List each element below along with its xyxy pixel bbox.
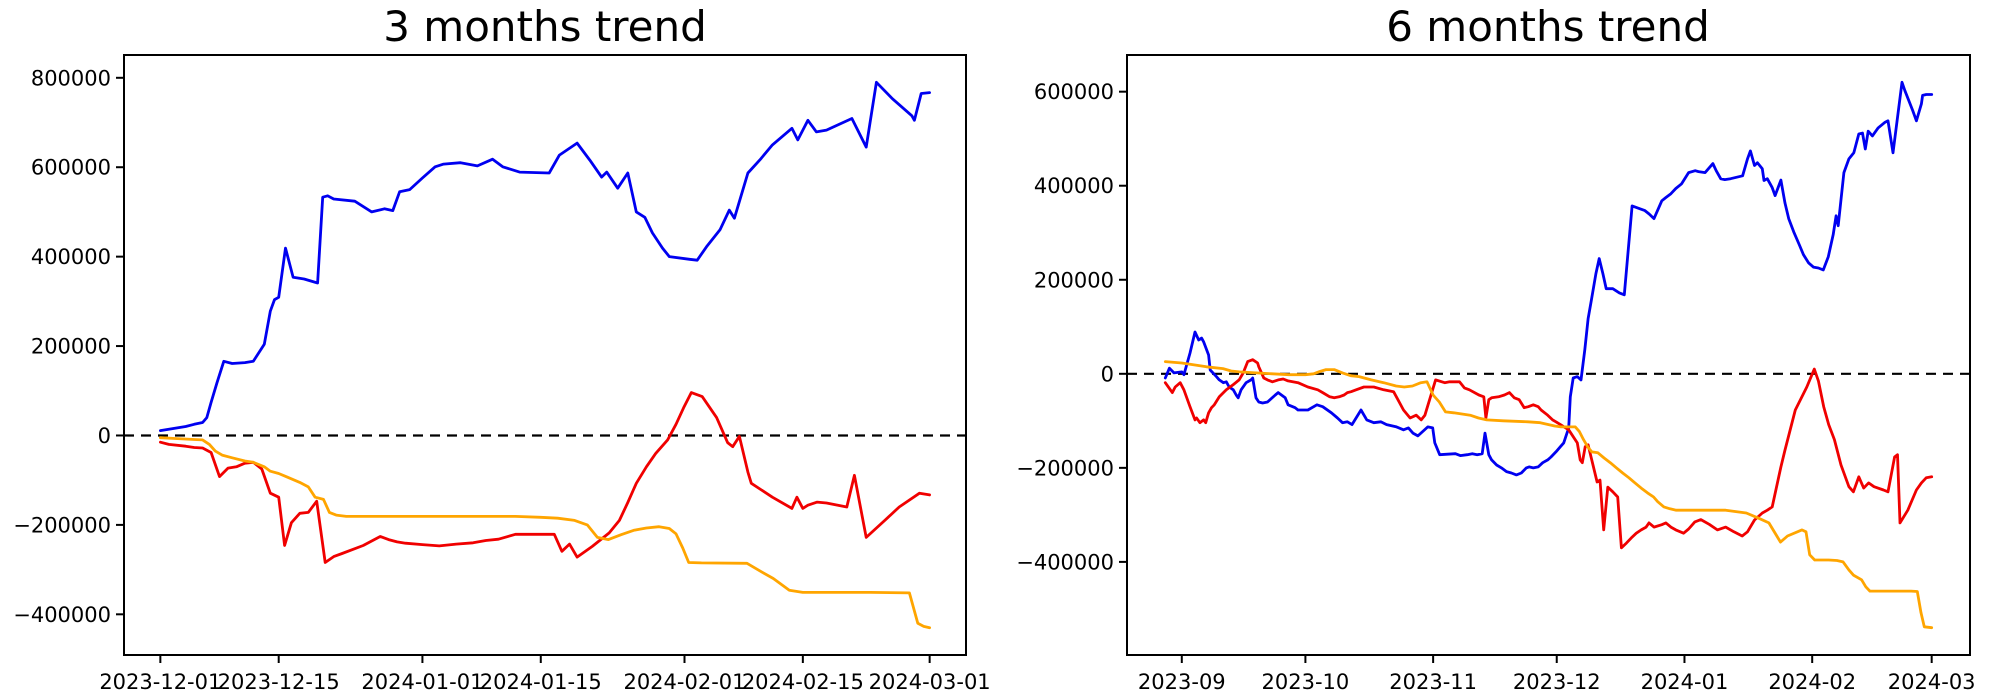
x-tick-label: 2024-02-15: [742, 670, 864, 694]
orange-series-line: [1163, 360, 1934, 630]
x-tick-label: 2023-12-15: [218, 670, 340, 694]
orange-series-line: [159, 436, 931, 630]
x-tick-label: 2023-12: [1513, 670, 1601, 694]
y-tick-label: −400000: [13, 603, 111, 627]
plot-area-spines: [1126, 54, 1971, 656]
chart-3-months-trend: 800000 600000 400000 200000 0 −200000 −400000 2…: [13, 54, 991, 694]
y-tick-label: −400000: [1016, 550, 1114, 574]
plot-area-spines: [123, 54, 967, 656]
x-tick-label: 2023-09: [1138, 670, 1226, 694]
x-tick-label: 2023-11: [1389, 670, 1477, 694]
blue-series-line: [159, 80, 931, 432]
x-tick-label: 2024-01-01: [361, 670, 483, 694]
y-tick-label: 0: [1101, 362, 1114, 386]
x-tick-label: 2024-03: [1888, 670, 1976, 694]
y-tick-label: 0: [98, 424, 111, 448]
blue-series-line: [1163, 80, 1934, 477]
y-tick-label: 600000: [1034, 80, 1114, 104]
chart-6-months-trend: 600000 400000 200000 0 −200000 −400000 2023-09…: [1016, 54, 1976, 694]
y-tick-label: −200000: [13, 513, 111, 537]
red-series-line: [159, 391, 931, 564]
y-tick-label: 400000: [1034, 174, 1114, 198]
chart-title-3-months: 3 months trend: [383, 2, 707, 51]
x-tick-label: 2024-01: [1641, 670, 1729, 694]
x-tick-label: 2024-01-15: [480, 670, 602, 694]
x-tick-label: 2024-02-01: [623, 670, 745, 694]
y-tick-label: 200000: [1034, 268, 1114, 292]
x-tick-label: 2023-12-01: [99, 670, 221, 694]
x-tick-label: 2024-03-01: [869, 670, 991, 694]
y-tick-label: 400000: [31, 245, 111, 269]
x-tick-label: 2024-02: [1768, 670, 1856, 694]
red-series-line: [1163, 358, 1934, 550]
y-tick-label: 200000: [31, 335, 111, 359]
x-tick-label: 2023-10: [1262, 670, 1350, 694]
y-tick-label: 800000: [31, 66, 111, 90]
y-tick-label: −200000: [1016, 456, 1114, 480]
y-tick-label: 600000: [31, 156, 111, 180]
chart-title-6-months: 6 months trend: [1386, 2, 1710, 51]
